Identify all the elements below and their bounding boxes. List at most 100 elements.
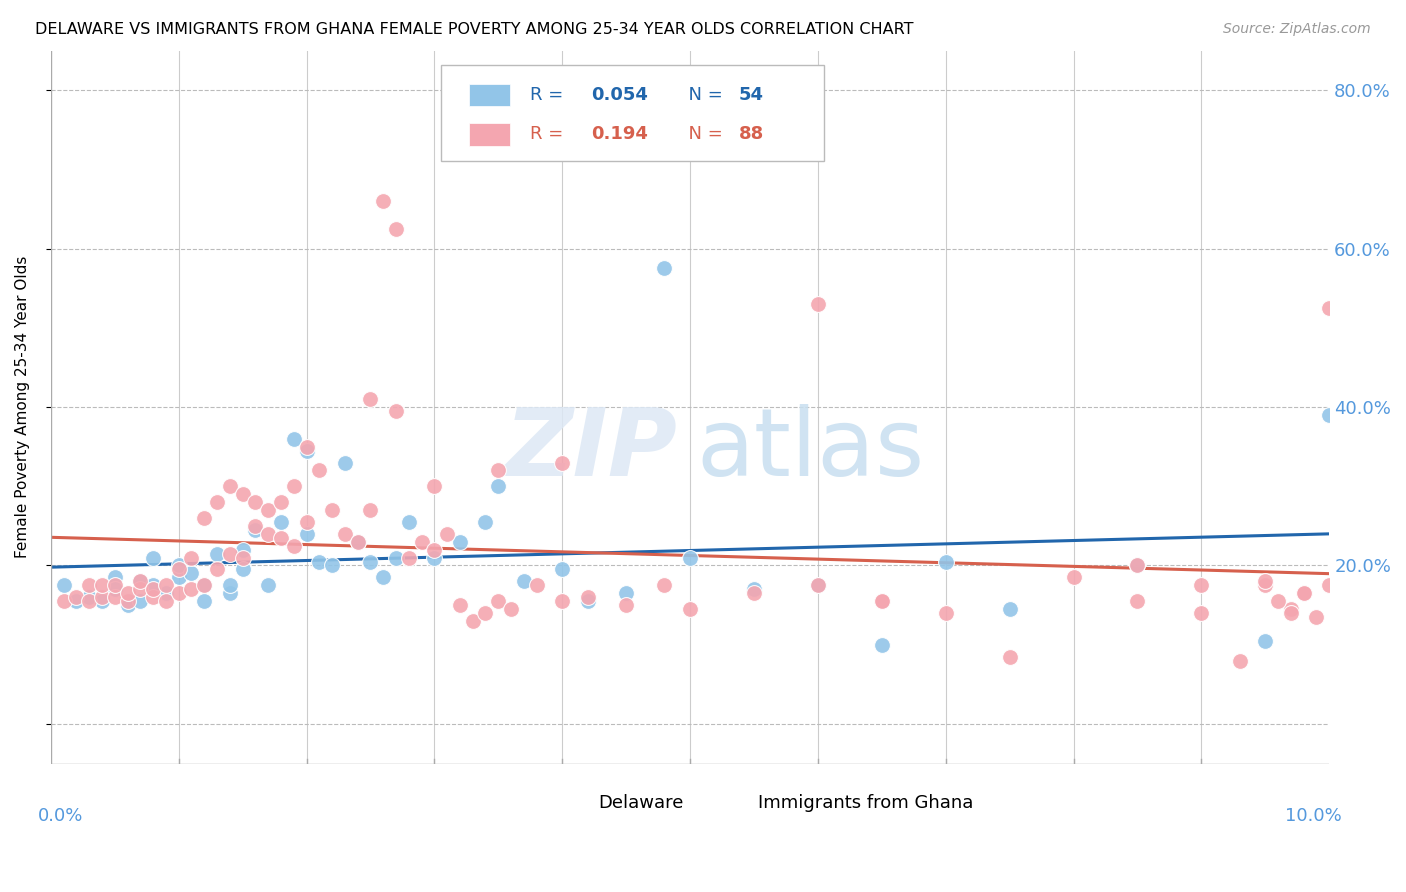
Point <box>77 590 100 604</box>
Point <box>205 495 228 509</box>
Point <box>245 523 267 537</box>
Text: 54: 54 <box>738 86 763 104</box>
Point <box>52 594 75 608</box>
Text: Delaware: Delaware <box>598 794 683 812</box>
FancyBboxPatch shape <box>468 84 510 106</box>
Point <box>654 261 676 276</box>
Point <box>218 578 240 592</box>
Point <box>232 550 254 565</box>
Point <box>117 598 139 612</box>
Point <box>1126 594 1149 608</box>
Point <box>359 555 381 569</box>
Point <box>283 539 305 553</box>
Point <box>486 463 509 477</box>
Point <box>167 586 190 600</box>
Point <box>398 515 420 529</box>
Point <box>129 582 152 597</box>
Point <box>1292 586 1315 600</box>
Point <box>117 594 139 608</box>
Point <box>295 440 318 454</box>
Point <box>807 578 830 592</box>
Point <box>373 570 395 584</box>
Point <box>65 590 87 604</box>
Point <box>77 578 100 592</box>
Point <box>218 547 240 561</box>
Point <box>486 479 509 493</box>
Text: 0.194: 0.194 <box>592 126 648 144</box>
Point <box>499 602 522 616</box>
Point <box>1189 578 1212 592</box>
Point <box>1292 586 1315 600</box>
Point <box>193 578 215 592</box>
Y-axis label: Female Poverty Among 25-34 Year Olds: Female Poverty Among 25-34 Year Olds <box>15 256 30 558</box>
Text: Source: ZipAtlas.com: Source: ZipAtlas.com <box>1223 22 1371 37</box>
Text: ZIP: ZIP <box>505 404 678 496</box>
Point <box>333 456 356 470</box>
Point <box>742 586 765 600</box>
FancyBboxPatch shape <box>440 65 824 161</box>
Point <box>576 594 599 608</box>
Point <box>91 578 114 592</box>
Point <box>142 578 165 592</box>
Point <box>180 566 202 581</box>
Point <box>1126 558 1149 573</box>
Point <box>654 578 676 592</box>
Point <box>283 432 305 446</box>
Point <box>1279 606 1302 620</box>
Point <box>270 531 292 545</box>
Point <box>117 586 139 600</box>
Text: Immigrants from Ghana: Immigrants from Ghana <box>758 794 973 812</box>
Point <box>551 562 574 576</box>
Point <box>91 594 114 608</box>
Text: 10.0%: 10.0% <box>1285 807 1343 825</box>
Point <box>321 503 343 517</box>
Point <box>232 562 254 576</box>
Point <box>423 479 446 493</box>
Point <box>449 534 471 549</box>
Text: N =: N = <box>678 86 728 104</box>
Point <box>257 578 280 592</box>
Point <box>346 534 368 549</box>
Point <box>807 578 830 592</box>
Point <box>333 526 356 541</box>
Point <box>742 582 765 597</box>
Point <box>346 534 368 549</box>
Point <box>295 443 318 458</box>
Point <box>385 222 408 236</box>
Point <box>232 542 254 557</box>
Point <box>77 594 100 608</box>
Point <box>385 550 408 565</box>
Point <box>129 574 152 589</box>
Point <box>614 586 637 600</box>
Point <box>1254 578 1277 592</box>
Text: DELAWARE VS IMMIGRANTS FROM GHANA FEMALE POVERTY AMONG 25-34 YEAR OLDS CORRELATI: DELAWARE VS IMMIGRANTS FROM GHANA FEMALE… <box>35 22 914 37</box>
Text: R =: R = <box>530 86 575 104</box>
Point <box>474 606 496 620</box>
Text: atlas: atlas <box>696 404 925 496</box>
Point <box>245 495 267 509</box>
Point <box>245 519 267 533</box>
Point <box>551 594 574 608</box>
Point <box>142 550 165 565</box>
Text: N =: N = <box>678 126 728 144</box>
Point <box>308 555 330 569</box>
Point <box>295 515 318 529</box>
Point <box>155 578 177 592</box>
Point <box>1254 633 1277 648</box>
Point <box>576 590 599 604</box>
Point <box>870 594 893 608</box>
Point <box>270 495 292 509</box>
Point <box>104 582 127 597</box>
Point <box>423 542 446 557</box>
Point <box>142 590 165 604</box>
Point <box>1305 610 1327 624</box>
Point <box>193 511 215 525</box>
Point <box>205 562 228 576</box>
Point <box>513 574 536 589</box>
Point <box>308 463 330 477</box>
Point <box>180 550 202 565</box>
Point <box>398 550 420 565</box>
Point <box>449 598 471 612</box>
Point <box>65 594 87 608</box>
Point <box>193 578 215 592</box>
